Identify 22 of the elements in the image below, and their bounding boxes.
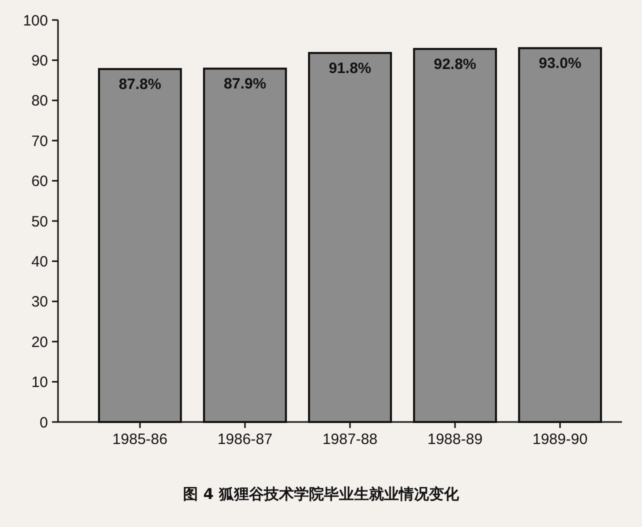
y-tick-label: 40 [31,253,48,270]
x-tick-label: 1986-87 [217,431,273,448]
y-tick-label: 100 [22,12,48,30]
y-tick-label: 10 [31,374,48,392]
y-tick-label: 50 [31,213,48,230]
y-tick-label: 60 [31,173,48,190]
y-tick-label: 70 [31,132,48,150]
x-tick-label: 1988-89 [427,431,483,448]
data-label: 87.8% [118,76,162,94]
x-tick-label: 1985-86 [112,431,168,448]
y-tick-label: 20 [31,334,48,351]
y-tick-label: 80 [31,92,48,110]
text: 图 4 狐狸谷技术学院毕业生就业情况变化 [183,485,460,503]
data-label: 87.9% [224,76,266,93]
data-label: 93.0% [538,55,582,72]
x-tick-label: 1987-88 [322,431,378,448]
data-label: 91.8% [328,60,372,77]
y-tick-label: 30 [31,294,48,311]
x-tick-label: 1989-90 [532,431,588,448]
y-tick-label: 0 [40,414,48,432]
data-label: 92.8% [434,56,476,73]
y-tick-label: 90 [31,52,48,70]
